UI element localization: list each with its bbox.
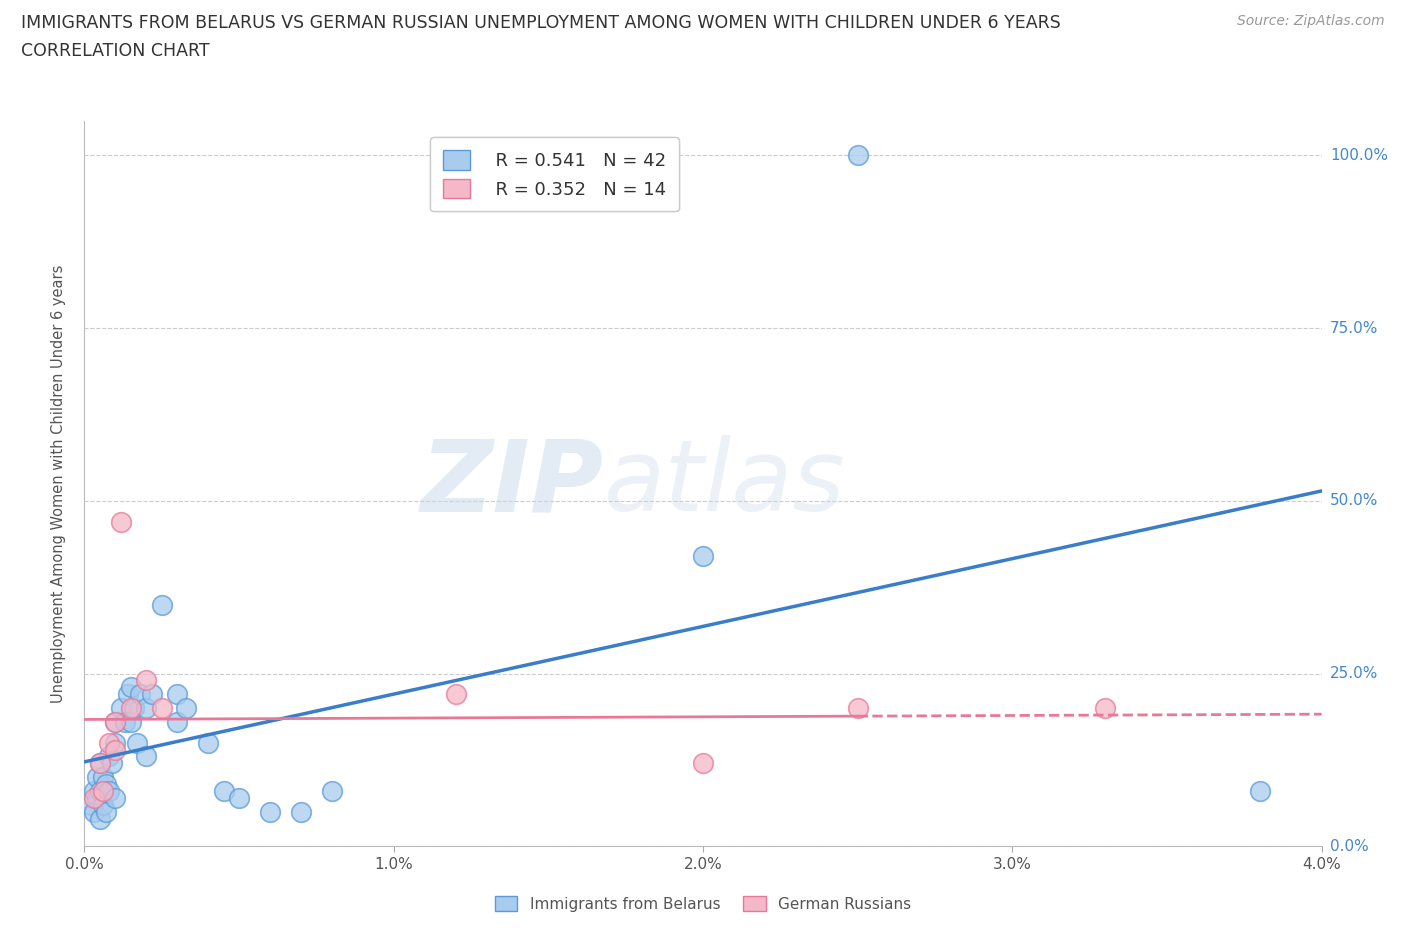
Point (259, 804, 281, 819)
Point (321, 784, 343, 799)
Point (104, 790, 127, 805)
Point (692, 549, 714, 564)
Point (166, 714, 188, 729)
Text: CORRELATION CHART: CORRELATION CHART (21, 42, 209, 60)
Point (91, 770, 114, 785)
Point (83, 790, 105, 805)
Legend: Immigrants from Belarus, German Russians: Immigrants from Belarus, German Russians (488, 889, 918, 918)
Point (120, 700, 142, 715)
Point (141, 687, 163, 702)
Point (1094, 700, 1116, 715)
Point (94, 777, 117, 791)
Text: Source: ZipAtlas.com: Source: ZipAtlas.com (1237, 14, 1385, 28)
Point (101, 756, 124, 771)
Point (98, 749, 121, 764)
Y-axis label: Unemployment Among Women with Children Under 6 years: Unemployment Among Women with Children U… (51, 264, 66, 703)
Point (110, 514, 132, 529)
Point (91, 797, 114, 812)
Point (89, 756, 111, 771)
Text: 100.0%: 100.0% (1330, 148, 1388, 163)
Point (89, 811, 111, 826)
Point (150, 597, 173, 612)
Point (176, 700, 198, 715)
Text: 25.0%: 25.0% (1330, 666, 1378, 681)
Point (83, 784, 105, 799)
Text: ZIP: ZIP (420, 435, 605, 532)
Text: 75.0%: 75.0% (1330, 321, 1378, 336)
Point (228, 790, 250, 805)
Point (166, 687, 188, 702)
Point (98, 736, 121, 751)
Point (110, 700, 132, 715)
Point (117, 687, 139, 702)
Point (104, 714, 127, 729)
Point (150, 700, 173, 715)
Point (212, 784, 235, 799)
Point (129, 687, 152, 702)
Point (86, 790, 108, 805)
Point (104, 714, 127, 729)
Point (94, 804, 117, 819)
Point (444, 687, 467, 702)
Point (290, 804, 312, 819)
Text: atlas: atlas (605, 435, 845, 532)
Text: 50.0%: 50.0% (1330, 494, 1378, 509)
Point (79, 797, 101, 812)
Point (91, 784, 114, 799)
Text: IMMIGRANTS FROM BELARUS VS GERMAN RUSSIAN UNEMPLOYMENT AMONG WOMEN WITH CHILDREN: IMMIGRANTS FROM BELARUS VS GERMAN RUSSIA… (21, 14, 1062, 32)
Point (83, 804, 105, 819)
Point (692, 756, 714, 771)
Point (135, 673, 157, 688)
Point (114, 714, 136, 729)
Point (197, 736, 219, 751)
Legend:   R = 0.541   N = 42,   R = 0.352   N = 14: R = 0.541 N = 42, R = 0.352 N = 14 (430, 138, 679, 211)
Point (846, 148, 869, 163)
Point (120, 714, 142, 729)
Point (104, 742, 127, 757)
Point (122, 700, 145, 715)
Point (125, 736, 148, 751)
Point (86, 770, 108, 785)
Point (846, 700, 869, 715)
Point (89, 756, 111, 771)
Point (1249, 784, 1271, 799)
Point (135, 749, 157, 764)
Point (104, 736, 127, 751)
Point (89, 784, 111, 799)
Point (120, 680, 142, 695)
Point (135, 700, 157, 715)
Point (98, 784, 121, 799)
Text: 0.0%: 0.0% (1330, 839, 1368, 854)
